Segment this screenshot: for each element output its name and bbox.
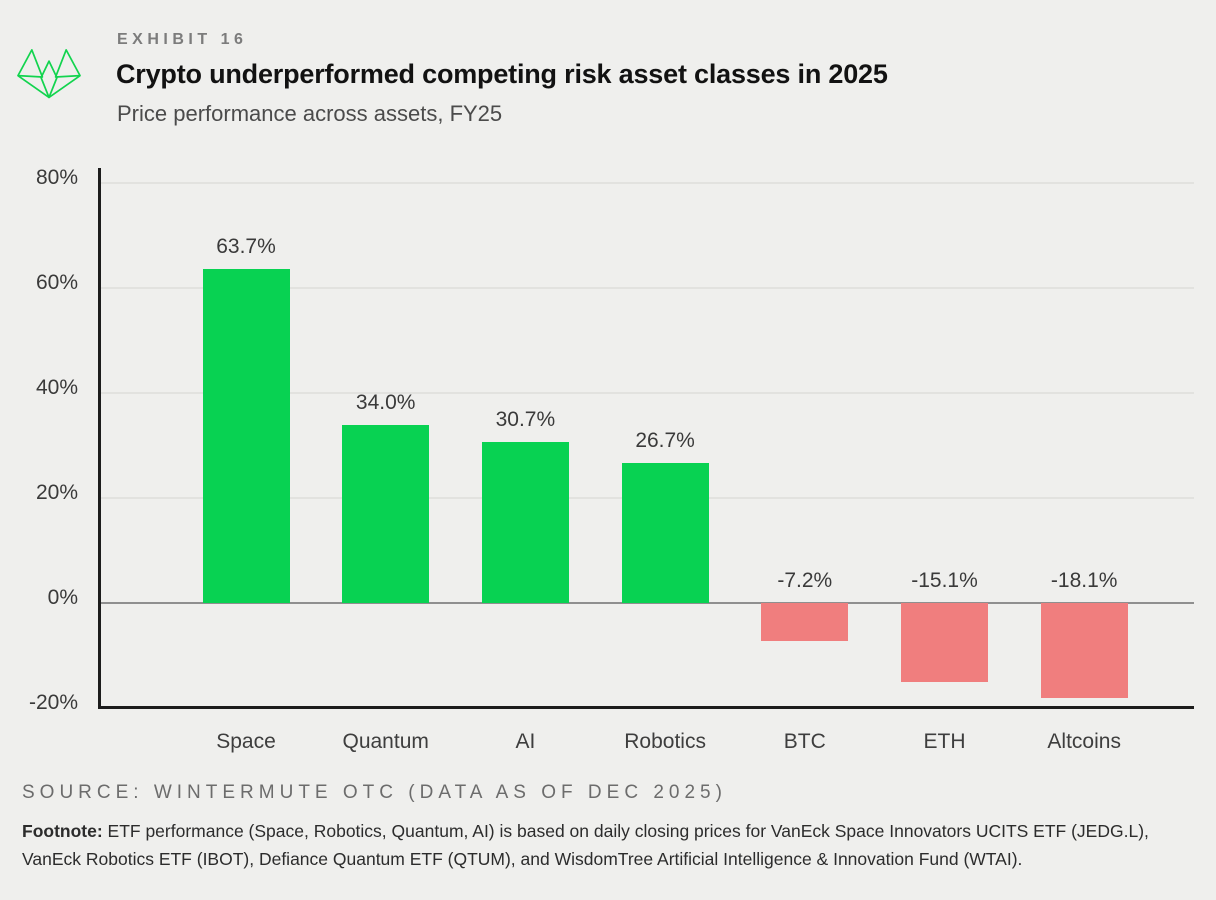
footnote-text: ETF performance (Space, Robotics, Quantu… [22,821,1149,869]
bar-space [202,268,290,604]
value-label: -7.2% [777,569,833,593]
x-tick-label: AI [515,730,536,753]
y-tick-label: 60% [35,271,78,295]
gridline-0pct [100,602,1194,605]
x-tick-label: BTC [783,730,826,753]
x-tick-label: Space [216,730,276,753]
x-tick-label: Quantum [342,730,429,753]
source-line: SOURCE: WINTERMUTE OTC (DATA AS OF DEC 2… [22,782,727,803]
value-label: 63.7% [216,234,276,258]
bar-altcoins [1040,603,1128,699]
y-tick-label: 0% [47,586,78,610]
bar-quantum [342,424,430,604]
value-label: 34.0% [355,390,416,414]
footnote: Footnote: ETF performance (Space, Roboti… [22,817,1190,873]
exhibit-label: EXHIBIT 16 [117,31,248,48]
gridline-60pct [100,287,1194,290]
y-tick-label: -20% [28,691,78,714]
bar-robotics [621,462,709,604]
x-axis-line [98,706,1194,709]
value-label: 26.7% [635,428,695,452]
chart-subtitle: Price performance across assets, FY25 [117,101,503,126]
value-label: 30.7% [495,407,556,431]
page-title: Crypto underperformed competing risk ass… [116,59,888,89]
bar-btc [761,603,849,641]
x-tick-label: ETH [923,730,966,753]
value-label: -18.1% [1050,569,1118,593]
gridline-40pct [100,392,1194,395]
footnote-label: Footnote: [22,821,103,841]
wintermute-logo-icon [17,49,81,99]
x-tick-label: Altcoins [1047,730,1121,753]
y-axis-line [98,168,101,709]
bar-eth [901,603,988,683]
y-tick-label: 20% [35,481,78,505]
gridline-80pct [100,182,1194,185]
value-label: -15.1% [911,569,978,593]
x-tick-label: Robotics [624,730,706,753]
y-tick-label: 40% [35,376,78,400]
y-tick-label: 80% [35,166,78,190]
bar-ai [481,441,569,603]
